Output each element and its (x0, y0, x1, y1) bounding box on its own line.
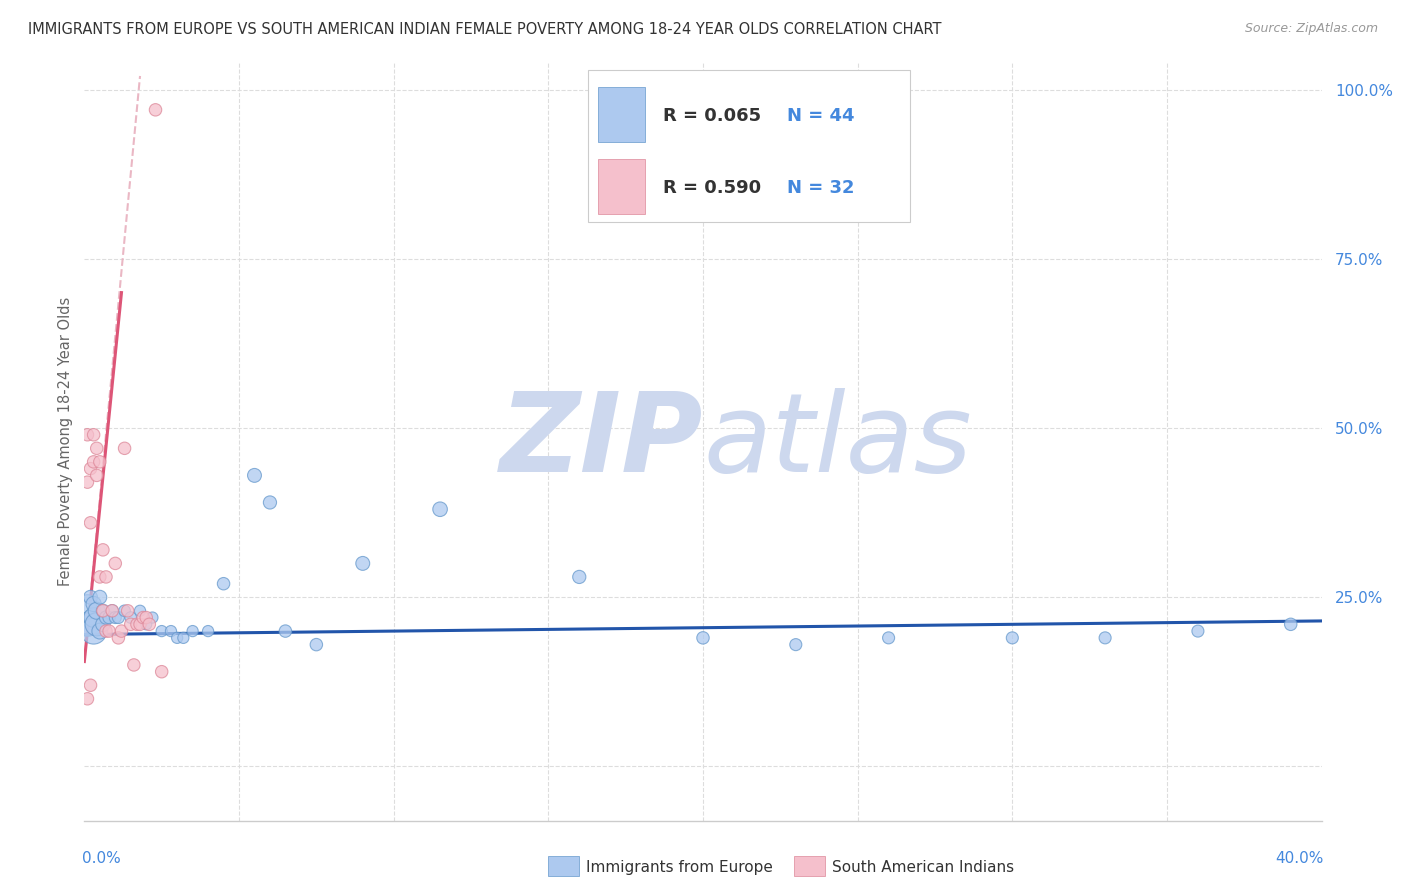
Point (76, 691, 98, 706)
Point (76, 617, 98, 632)
Point (79, 610, 101, 624)
FancyBboxPatch shape (588, 70, 910, 221)
Point (83, 455, 105, 469)
Point (91, 542, 114, 557)
Point (83, 624, 105, 639)
Point (101, 604, 124, 618)
Text: South American Indians: South American Indians (832, 860, 1015, 874)
Point (76, 475, 98, 490)
Point (568, 570, 591, 584)
Point (1279, 617, 1302, 632)
Point (114, 442, 136, 456)
Point (86, 442, 108, 456)
Point (89, 570, 111, 584)
Point (83, 427, 105, 442)
Point (305, 638, 328, 652)
Point (138, 617, 160, 632)
Y-axis label: Female Poverty Among 18-24 Year Olds: Female Poverty Among 18-24 Year Olds (58, 297, 73, 586)
Point (86, 468, 108, 483)
Point (692, 631, 714, 645)
Point (145, 103, 167, 117)
Point (1187, 624, 1209, 639)
Point (79, 678, 101, 692)
Text: N = 32: N = 32 (787, 178, 855, 196)
Point (129, 604, 152, 618)
Point (94, 624, 117, 639)
FancyBboxPatch shape (598, 87, 645, 142)
Point (114, 604, 136, 618)
Point (86, 604, 108, 618)
Point (160, 624, 183, 639)
Point (104, 610, 127, 624)
Point (166, 631, 188, 645)
Point (259, 495, 281, 509)
FancyBboxPatch shape (598, 160, 645, 214)
Point (117, 604, 139, 618)
Point (132, 610, 155, 624)
Point (79, 516, 101, 530)
Point (1094, 631, 1116, 645)
Point (86, 617, 108, 632)
Text: R = 0.590: R = 0.590 (664, 178, 762, 196)
Point (107, 631, 129, 645)
Point (89, 591, 111, 605)
Text: Source: ZipAtlas.com: Source: ZipAtlas.com (1244, 22, 1378, 36)
Point (181, 624, 204, 639)
Point (120, 617, 142, 632)
Point (141, 610, 163, 624)
Point (243, 468, 266, 483)
Point (76, 427, 98, 442)
Point (135, 617, 157, 632)
Text: ZIP: ZIP (499, 388, 703, 495)
Text: atlas: atlas (703, 388, 972, 495)
Text: R = 0.065: R = 0.065 (664, 106, 762, 125)
Text: Immigrants from Europe: Immigrants from Europe (586, 860, 773, 874)
Point (135, 610, 157, 624)
Point (197, 624, 219, 639)
Point (79, 461, 101, 475)
Point (785, 638, 807, 652)
Point (94, 570, 117, 584)
Point (125, 617, 148, 632)
Point (274, 624, 297, 639)
Point (83, 610, 105, 624)
Text: 40.0%: 40.0% (1275, 851, 1324, 866)
Point (877, 631, 900, 645)
Point (352, 557, 374, 571)
Point (89, 455, 111, 469)
Point (91, 604, 114, 618)
Point (150, 665, 173, 679)
Point (98, 624, 121, 639)
Point (122, 657, 145, 672)
Text: 0.0%: 0.0% (82, 851, 121, 866)
Point (172, 631, 194, 645)
Point (91, 604, 114, 618)
Point (150, 624, 173, 639)
Point (129, 617, 152, 632)
Point (83, 597, 105, 611)
Point (1001, 631, 1024, 645)
Text: N = 44: N = 44 (787, 106, 855, 125)
Point (212, 576, 235, 591)
Point (79, 591, 101, 605)
Point (98, 610, 121, 624)
Point (429, 502, 451, 516)
Point (94, 610, 117, 624)
Point (120, 610, 142, 624)
Point (107, 610, 129, 624)
Point (76, 597, 98, 611)
Point (110, 624, 132, 639)
Point (104, 557, 127, 571)
Point (89, 624, 111, 639)
Point (101, 604, 124, 618)
Text: IMMIGRANTS FROM EUROPE VS SOUTH AMERICAN INDIAN FEMALE POVERTY AMONG 18-24 YEAR : IMMIGRANTS FROM EUROPE VS SOUTH AMERICAN… (28, 22, 942, 37)
Point (91, 617, 114, 632)
